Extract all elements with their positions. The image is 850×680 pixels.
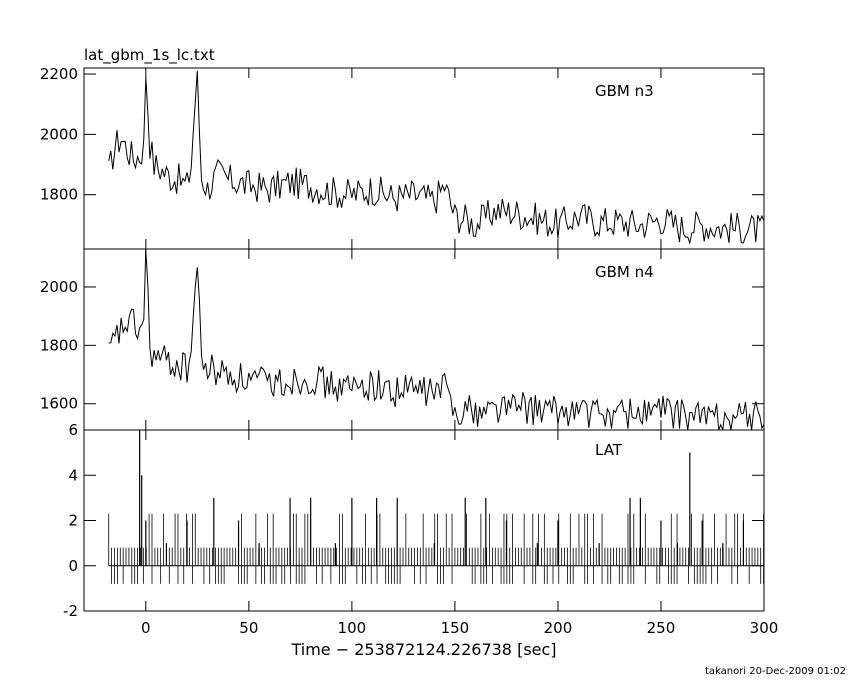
x-axis-label: Time − 253872124.226738 [sec]	[290, 640, 556, 659]
x-tick-label: 250	[647, 619, 676, 637]
footer-credit: takanori 20-Dec-2009 01:02	[705, 666, 846, 677]
panel-frame-lat	[83, 429, 765, 612]
y-tick-label: -2	[63, 602, 78, 620]
y-tick-label: 0	[68, 557, 78, 575]
panel-title-gbm-n4: GBM n4	[595, 263, 654, 281]
x-tick-label: 200	[544, 619, 573, 637]
x-tick-label: 300	[750, 619, 779, 637]
x-tick-label: 150	[441, 619, 470, 637]
y-tick-label: 2000	[40, 125, 78, 143]
x-tick-label: 100	[338, 619, 367, 637]
tick-layer: 1800 2000 2200 1600 1800 2000 -2 0 2 4 6 0 50 100 150 2…	[40, 65, 779, 637]
x-tick-label: 0	[141, 619, 151, 637]
file-title: lat_gbm_1s_lc.txt	[84, 46, 215, 65]
y-tick-label: 2200	[40, 65, 78, 83]
panel-frame-gbm-n3	[83, 67, 765, 250]
panel-title-gbm-n3: GBM n3	[595, 82, 654, 100]
y-tick-label: 1800	[40, 336, 78, 354]
y-tick-label: 2	[68, 512, 78, 530]
y-tick-label: 4	[68, 466, 78, 484]
x-tick-label: 50	[239, 619, 258, 637]
series-line	[108, 70, 765, 245]
panel-title-lat: LAT	[595, 441, 623, 459]
y-tick-label: 1600	[40, 395, 78, 413]
series-line	[108, 249, 765, 431]
y-tick-label: 6	[68, 421, 78, 439]
y-tick-label: 2000	[40, 278, 78, 296]
series-layer	[108, 70, 765, 584]
y-tick-label: 1800	[40, 186, 78, 204]
